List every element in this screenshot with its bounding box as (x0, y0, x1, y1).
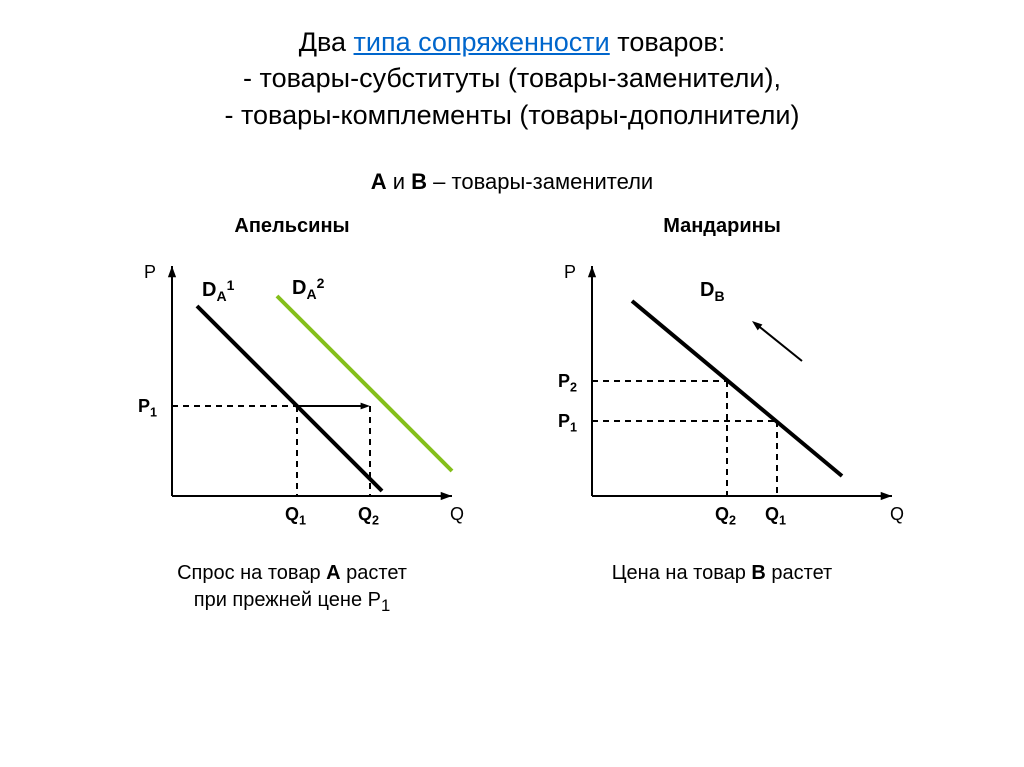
subtitle: А и В – товары-заменители (371, 169, 653, 195)
subtitle-b: В (411, 169, 427, 194)
subtitle-tail: – товары-заменители (427, 169, 653, 194)
svg-text:P1: P1 (558, 411, 577, 435)
svg-text:P: P (144, 262, 156, 282)
svg-text:Q1: Q1 (765, 504, 786, 528)
svg-text:Q2: Q2 (715, 504, 736, 528)
svg-text:DA2: DA2 (292, 275, 325, 302)
subtitle-mid: и (387, 169, 412, 194)
chart-left-svg: P Q DA1 DA2 P1 Q1 Q2 (102, 246, 482, 546)
chart-right-svg: P Q DB P2 P1 Q2 Q1 (522, 246, 922, 546)
title-line-3: - товары-комплементы (товары-дополнители… (224, 97, 799, 133)
subtitle-a: А (371, 169, 387, 194)
svg-text:Q: Q (890, 504, 904, 524)
slide: Два типа сопряженности товаров: - товары… (0, 0, 1024, 767)
svg-text:P: P (564, 262, 576, 282)
svg-text:DA1: DA1 (202, 277, 235, 304)
chart-left-caption: Спрос на товар A растет при прежней цене… (177, 560, 407, 618)
chart-left-column: Апельсины P Q DA1 DA2 P1 Q1 Q2 Спрос на товар … (102, 215, 482, 618)
svg-text:DB: DB (700, 279, 725, 304)
title-link: типа сопряженности (354, 27, 610, 57)
svg-text:Q2: Q2 (358, 504, 379, 528)
svg-text:Q1: Q1 (285, 504, 306, 528)
title-line-1b: товаров: (610, 27, 726, 57)
chart-right-caption: Цена на товар B растет (612, 560, 832, 587)
svg-text:P2: P2 (558, 371, 577, 395)
chart-right-title: Мандарины (663, 215, 781, 238)
title-block: Два типа сопряженности товаров: - товары… (224, 24, 799, 133)
title-line-1a: Два (299, 27, 354, 57)
title-line-1: Два типа сопряженности товаров: (224, 24, 799, 60)
charts-row: Апельсины P Q DA1 DA2 P1 Q1 Q2 Спрос на товар … (102, 215, 922, 618)
chart-right-column: Мандарины P Q DB P2 P1 Q2 Q1 Цена на товар B р… (522, 215, 922, 618)
title-line-2: - товары-субституты (товары-заменители), (224, 60, 799, 96)
svg-text:Q: Q (450, 504, 464, 524)
svg-text:P1: P1 (138, 396, 157, 420)
chart-left-title: Апельсины (234, 215, 349, 238)
